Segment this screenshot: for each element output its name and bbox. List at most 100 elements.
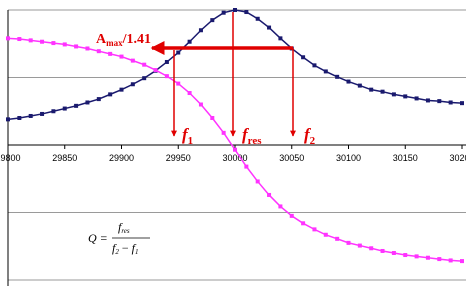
- data-point: [233, 147, 237, 152]
- series-line: [7, 9, 463, 121]
- data-point: [357, 83, 362, 88]
- data-point: [40, 39, 45, 44]
- arrows: [150, 12, 296, 137]
- data-point: [210, 116, 215, 120]
- data-point: [335, 236, 340, 241]
- data-point: [391, 251, 396, 255]
- data-point: [164, 74, 169, 79]
- data-point: [403, 94, 408, 99]
- data-point: [460, 101, 464, 106]
- fres-label: fres: [242, 125, 262, 147]
- data-point: [176, 50, 181, 55]
- data-point: [437, 257, 442, 262]
- data-point: [6, 117, 10, 122]
- data-point: [17, 37, 22, 42]
- data-point: [176, 81, 181, 86]
- data-point: [437, 99, 442, 104]
- data-point: [130, 58, 135, 63]
- data-point: [357, 243, 362, 248]
- data-point: [17, 116, 22, 120]
- data-point: [130, 82, 135, 87]
- data-point: [198, 28, 203, 33]
- data-point: [187, 91, 192, 96]
- data-point: [301, 221, 306, 226]
- data-point: [6, 36, 10, 41]
- amax-label: Amax/1.41: [96, 32, 151, 48]
- x-tick-label: 30150: [393, 153, 418, 163]
- data-point: [278, 204, 283, 209]
- data-point: [267, 25, 272, 30]
- formula-denominator: f2− f1: [112, 241, 138, 256]
- data-point: [425, 255, 430, 260]
- data-point: [335, 74, 340, 79]
- data-point: [62, 106, 67, 111]
- data-point: [244, 164, 249, 169]
- data-point: [369, 246, 374, 251]
- data-point: [346, 79, 351, 84]
- data-point: [85, 46, 90, 51]
- data-point: [142, 62, 147, 67]
- data-point: [448, 258, 453, 263]
- data-point: [119, 87, 124, 92]
- data-point: [244, 10, 249, 15]
- data-point: [460, 259, 464, 264]
- x-tick-label: 29850: [52, 153, 77, 163]
- x-tick-label: 30100: [336, 153, 361, 163]
- data-point: [142, 76, 147, 81]
- data-point: [312, 227, 317, 232]
- data-point: [108, 92, 113, 97]
- x-tick-label: 30200: [449, 153, 466, 163]
- x-tick-label: 30050: [279, 153, 304, 163]
- data-point: [96, 49, 101, 54]
- data-point: [210, 18, 215, 23]
- data-point: [380, 89, 385, 94]
- data-point: [278, 36, 283, 41]
- f2-label: f2: [304, 125, 316, 147]
- data-point: [221, 130, 226, 135]
- data-point: [323, 69, 328, 74]
- data-point: [198, 102, 203, 107]
- data-point: [28, 113, 33, 118]
- x-tick-label: 30000: [222, 153, 247, 163]
- data-point: [301, 55, 306, 60]
- data-point: [414, 254, 419, 259]
- data-point: [40, 111, 45, 116]
- data-point: [369, 87, 374, 92]
- formula-lhs: Q =: [88, 231, 108, 245]
- data-point: [425, 98, 430, 103]
- formula-numerator: fres: [118, 220, 130, 235]
- data-point: [289, 213, 294, 218]
- data-point: [62, 42, 67, 47]
- f1-label: f1: [182, 125, 193, 147]
- data-point: [255, 16, 260, 21]
- data-point: [74, 44, 79, 49]
- data-point: [403, 253, 408, 258]
- x-tick-label: 29800: [0, 153, 21, 163]
- data-point: [96, 97, 101, 102]
- data-point: [448, 100, 453, 105]
- data-point: [267, 192, 272, 197]
- data-point: [164, 59, 169, 64]
- data-point: [255, 179, 260, 184]
- data-point: [28, 38, 33, 43]
- data-point: [153, 68, 158, 73]
- x-tick-label: 29950: [166, 153, 191, 163]
- data-point: [414, 96, 419, 101]
- data-point: [51, 41, 56, 46]
- data-point: [51, 109, 56, 114]
- data-point: [119, 54, 124, 59]
- data-point: [74, 103, 79, 108]
- data-point: [391, 92, 396, 97]
- formula: Q = fres f2− f1: [88, 220, 150, 256]
- data-point: [221, 10, 226, 15]
- data-point: [312, 63, 317, 68]
- data-point: [85, 100, 90, 105]
- x-tick-label: 29900: [109, 153, 134, 163]
- data-point: [233, 8, 237, 12]
- data-point: [108, 51, 113, 56]
- data-point: [187, 39, 192, 44]
- data-point: [323, 232, 328, 237]
- data-point: [380, 248, 385, 253]
- data-point: [346, 240, 351, 245]
